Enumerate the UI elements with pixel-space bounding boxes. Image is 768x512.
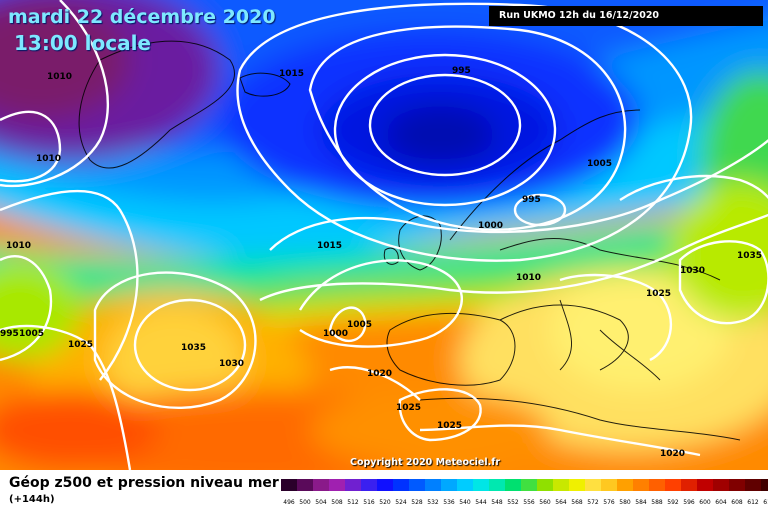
scale-label-604: 604 (715, 499, 727, 506)
isobar-label-1015-atlantic: 1015 (317, 241, 342, 251)
scale-label-540: 540 (459, 499, 471, 506)
isobar-label-995-low: 995 (452, 66, 471, 76)
model-run-label: Run UKMO 12h du 16/12/2020 (489, 6, 763, 26)
isobar-label-1005-biscay: 1005 (347, 320, 372, 330)
weather-map: 1010 1010 1010 1015 995 1005 995 1000 10… (0, 0, 768, 470)
scale-cell-584 (633, 479, 649, 491)
scale-label-500: 500 (299, 499, 311, 506)
isobar-label-1010-europe: 1010 (516, 273, 541, 283)
scale-cell-564 (553, 479, 569, 491)
isobar-label-1025-west: 1025 (68, 340, 93, 350)
scale-label-504: 504 (315, 499, 327, 506)
forecast-time: 13:00 locale (14, 31, 151, 55)
scale-cell-568 (569, 479, 585, 491)
isobar-label-995-north-sea: 995 (522, 195, 541, 205)
isobar-label-1010-greenland-south: 1010 (36, 154, 61, 164)
scale-cell-560 (537, 479, 553, 491)
legend-title: Géop z500 et pression niveau mer (9, 475, 279, 491)
scale-label-600: 600 (699, 499, 711, 506)
legend-subtitle: (+144h) (9, 494, 55, 505)
isobar-label-1025-africa: 1025 (437, 421, 462, 431)
scale-cell-576 (601, 479, 617, 491)
geopotential-field (0, 0, 768, 470)
scale-cell-608 (729, 479, 745, 491)
scale-label-584: 584 (635, 499, 647, 506)
scale-cell-504 (313, 479, 329, 491)
scale-cell-556 (521, 479, 537, 491)
isobar-label-1025-central: 1025 (646, 289, 671, 299)
scale-label-564: 564 (555, 499, 567, 506)
scale-cell-552 (505, 479, 521, 491)
scale-label-608: 608 (731, 499, 743, 506)
color-scale (281, 479, 768, 491)
scale-label-612: 612 (747, 499, 759, 506)
scale-label-616: 616 (763, 499, 768, 506)
scale-label-552: 552 (507, 499, 519, 506)
isobar-label-1030-russia: 1030 (680, 266, 705, 276)
isobar-label-1010-greenland-north: 1010 (47, 72, 72, 82)
isobar-label-1005-west-edge: 1005 (19, 329, 44, 339)
scale-label-560: 560 (539, 499, 551, 506)
scale-cell-540 (457, 479, 473, 491)
scale-cell-516 (361, 479, 377, 491)
scale-label-520: 520 (379, 499, 391, 506)
scale-label-596: 596 (683, 499, 695, 506)
scale-cell-600 (697, 479, 713, 491)
scale-label-548: 548 (491, 499, 503, 506)
scale-label-516: 516 (363, 499, 375, 506)
isobar-label-995-west-edge: 995 (0, 329, 19, 339)
isobar-label-1035-east: 1035 (737, 251, 762, 261)
isobar-label-1000-north-sea: 1000 (478, 221, 503, 231)
scale-label-528: 528 (411, 499, 423, 506)
scale-cell-616 (761, 479, 768, 491)
scale-cell-528 (409, 479, 425, 491)
isobar-label-1025-morocco: 1025 (396, 403, 421, 413)
scale-cell-500 (297, 479, 313, 491)
coastlines (78, 40, 741, 441)
scale-label-592: 592 (667, 499, 679, 506)
scale-cell-580 (617, 479, 633, 491)
scale-label-556: 556 (523, 499, 535, 506)
scale-label-508: 508 (331, 499, 343, 506)
scale-label-576: 576 (603, 499, 615, 506)
isobar-label-1010-west: 1010 (6, 241, 31, 251)
isobar-label-1005-scandinavia: 1005 (587, 159, 612, 169)
isobar-label-1020-iberia: 1020 (367, 369, 392, 379)
scale-cell-604 (713, 479, 729, 491)
scale-cell-548 (489, 479, 505, 491)
scale-label-524: 524 (395, 499, 407, 506)
isobar-labels: 1010 1010 1010 1015 995 1005 995 1000 10… (0, 66, 762, 459)
isobars (0, 0, 768, 470)
isobar-label-1020-mediterranean: 1020 (660, 449, 685, 459)
scale-cell-612 (745, 479, 761, 491)
scale-cell-508 (329, 479, 345, 491)
scale-label-568: 568 (571, 499, 583, 506)
scale-cell-544 (473, 479, 489, 491)
scale-cell-520 (377, 479, 393, 491)
scale-cell-536 (441, 479, 457, 491)
scale-cell-496 (281, 479, 297, 491)
scale-label-572: 572 (587, 499, 599, 506)
scale-cell-592 (665, 479, 681, 491)
scale-label-532: 532 (427, 499, 439, 506)
scale-cell-532 (425, 479, 441, 491)
legend-panel: Géop z500 et pression niveau mer (+144h)… (0, 470, 768, 512)
isobar-label-1015-iceland: 1015 (279, 69, 304, 79)
isobar-label-1035-azores: 1035 (181, 343, 206, 353)
isobar-label-1000-biscay: 1000 (323, 329, 348, 339)
scale-label-536: 536 (443, 499, 455, 506)
scale-label-512: 512 (347, 499, 359, 506)
scale-cell-588 (649, 479, 665, 491)
isobar-label-1030-azores: 1030 (219, 359, 244, 369)
copyright-text: Copyright 2020 Meteociel.fr (350, 457, 501, 468)
forecast-date: mardi 22 décembre 2020 (8, 6, 276, 28)
scale-label-544: 544 (475, 499, 487, 506)
scale-label-580: 580 (619, 499, 631, 506)
scale-cell-596 (681, 479, 697, 491)
scale-cell-524 (393, 479, 409, 491)
scale-cell-572 (585, 479, 601, 491)
scale-label-588: 588 (651, 499, 663, 506)
scale-cell-512 (345, 479, 361, 491)
scale-label-496: 496 (283, 499, 295, 506)
